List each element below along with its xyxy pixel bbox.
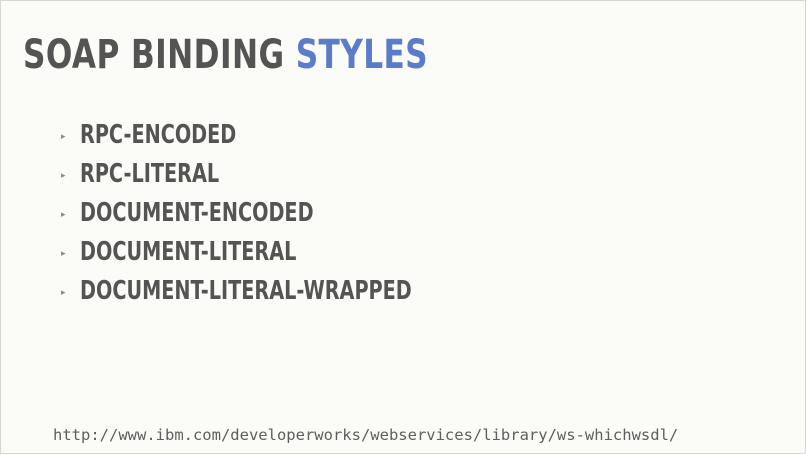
bullet-text: RPC-ENCODED	[80, 119, 237, 150]
slide-title: SOAP BINDING STYLES	[23, 31, 428, 79]
list-item: ▸ DOCUMENT-LITERAL	[61, 232, 528, 271]
bullet-text: RPC-LITERAL	[80, 158, 220, 189]
list-item: ▸ DOCUMENT-LITERAL-WRAPPED	[61, 271, 528, 310]
title-main: SOAP BINDING	[23, 32, 296, 78]
list-item: ▸ DOCUMENT-ENCODED	[61, 193, 528, 232]
list-item: ▸ RPC-ENCODED	[61, 115, 528, 154]
bullet-arrow-icon: ▸	[61, 209, 66, 219]
bullet-list: ▸ RPC-ENCODED ▸ RPC-LITERAL ▸ DOCUMENT-E…	[61, 115, 528, 310]
bullet-arrow-icon: ▸	[61, 287, 66, 297]
bullet-text: DOCUMENT-ENCODED	[80, 197, 314, 228]
list-item: ▸ RPC-LITERAL	[61, 154, 528, 193]
bullet-arrow-icon: ▸	[61, 131, 66, 141]
bullet-arrow-icon: ▸	[61, 170, 66, 180]
bullet-text: DOCUMENT-LITERAL	[80, 236, 297, 267]
title-accent: STYLES	[295, 32, 429, 78]
bullet-arrow-icon: ▸	[61, 248, 66, 258]
reference-link[interactable]: http://www.ibm.com/developerworks/webser…	[53, 426, 679, 444]
bullet-text: DOCUMENT-LITERAL-WRAPPED	[80, 275, 412, 306]
